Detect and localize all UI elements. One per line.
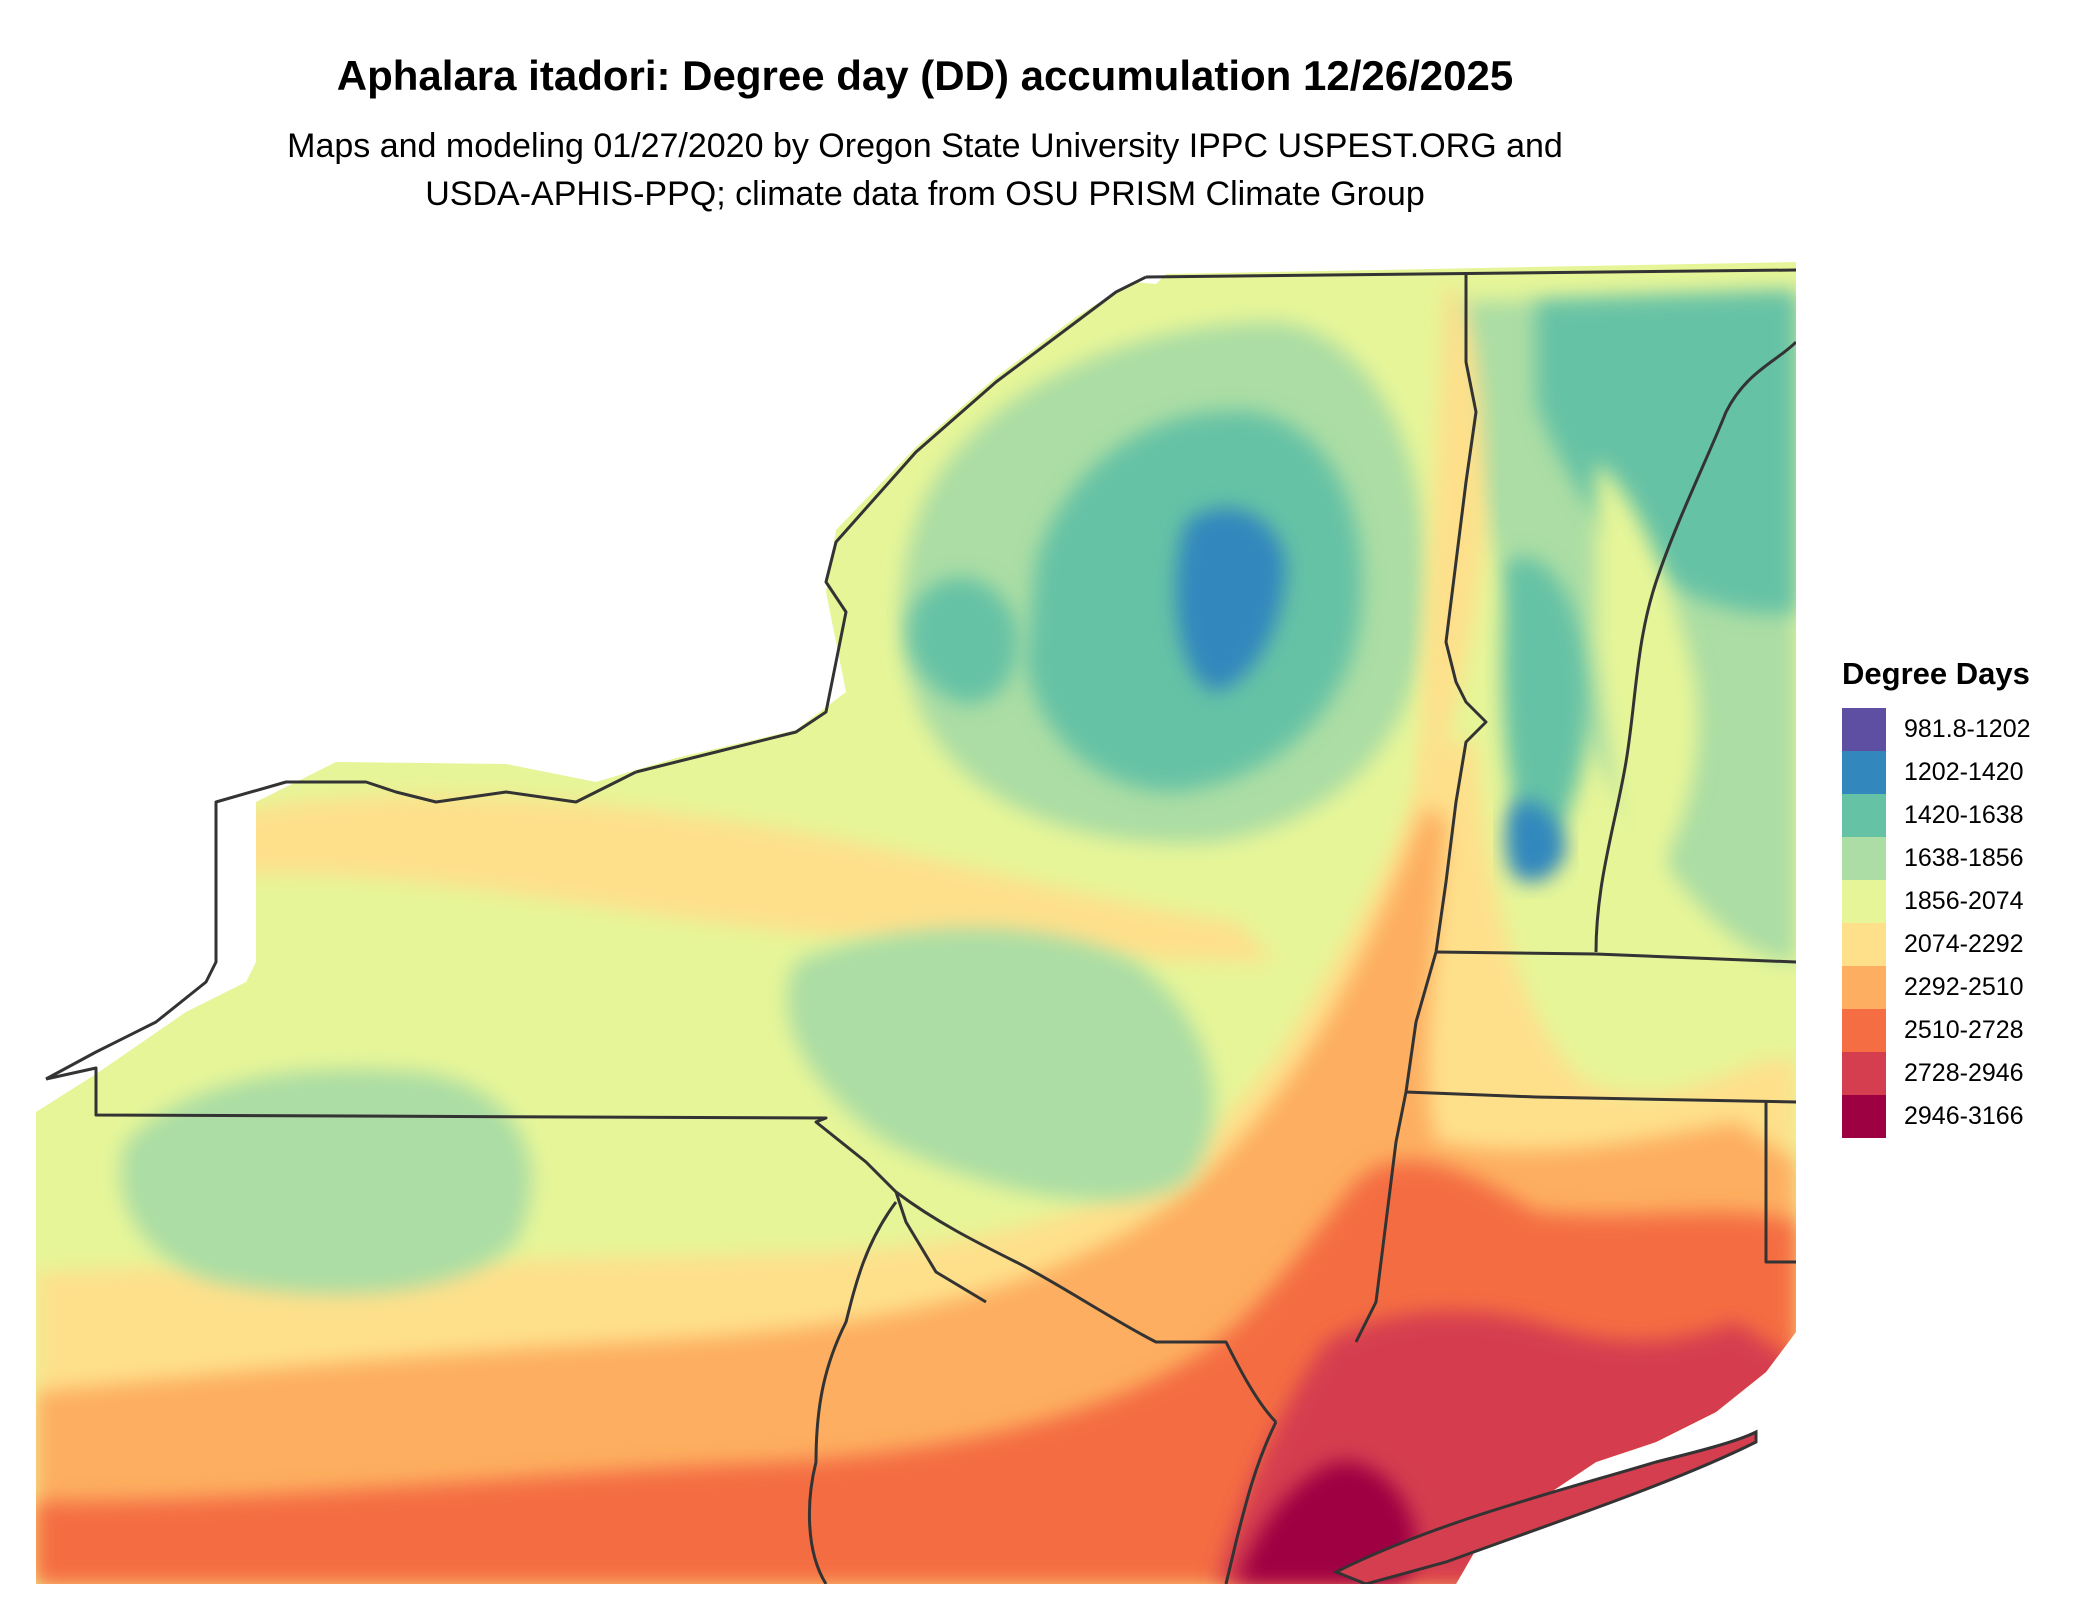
legend-swatch <box>1842 923 1886 966</box>
ny-pa-border <box>45 1066 987 1304</box>
map-subtitle: Maps and modeling 01/27/2020 by Oregon S… <box>0 122 1850 218</box>
legend-item: 981.8-1202 <box>1842 708 2031 751</box>
legend-label: 981.8-1202 <box>1904 715 2031 743</box>
ny-ma-ct-border <box>1354 951 1438 1343</box>
zone-1202-1420-vermont-peaks <box>1505 800 1566 883</box>
legend-item: 1202-1420 <box>1842 751 2031 794</box>
legend-item: 2510-2728 <box>1842 1009 2031 1052</box>
ny-west-erie-shore <box>45 770 637 1081</box>
zone-1202-1420-high-peaks <box>1176 507 1286 692</box>
legend-swatch <box>1842 837 1886 880</box>
zone-1420-1638-vermont <box>1536 292 1796 614</box>
legend: Degree Days 981.8-1202 1202-1420 1420-1638… <box>1842 656 2031 1138</box>
legend-swatch <box>1842 1095 1886 1138</box>
legend-swatch <box>1842 794 1886 837</box>
vt-nh-border <box>1594 340 1796 953</box>
legend-label: 1856-2074 <box>1904 887 2024 915</box>
legend-label: 2728-2946 <box>1904 1059 2024 1087</box>
state-borders <box>45 268 1796 1584</box>
legend-items: 981.8-1202 1202-1420 1420-1638 1638-1856 185… <box>1842 708 2031 1138</box>
legend-label: 2946-3166 <box>1904 1102 2024 1130</box>
canada-border <box>1145 268 1796 279</box>
ny-ontario-shore <box>635 275 1147 774</box>
legend-item: 2728-2946 <box>1842 1052 2031 1095</box>
legend-swatch <box>1842 708 1886 751</box>
subtitle-line-1: Maps and modeling 01/27/2020 by Oregon S… <box>287 127 1563 165</box>
legend-label: 1638-1856 <box>1904 844 2024 872</box>
legend-swatch <box>1842 880 1886 923</box>
ct-ri-border <box>1764 1102 1796 1264</box>
legend-item: 1638-1856 <box>1842 837 2031 880</box>
zone-2074-2292-champlain-valley <box>1421 282 1486 822</box>
ma-ct-border <box>1405 1090 1796 1104</box>
degree-day-map <box>36 262 1796 1584</box>
ny-vt-border <box>1434 272 1488 953</box>
nj-pa-delaware <box>807 1201 898 1584</box>
legend-item: 2074-2292 <box>1842 923 2031 966</box>
zone-1638-1856-finger-lakes <box>787 928 1214 1201</box>
legend-swatch <box>1842 966 1886 1009</box>
legend-item: 2292-2510 <box>1842 966 2031 1009</box>
legend-title: Degree Days <box>1842 656 2030 691</box>
legend-label: 1202-1420 <box>1904 758 2024 786</box>
long-island <box>1332 1429 1758 1584</box>
ma-north-border <box>1435 950 1796 964</box>
zone-1638-1856-southern-tier <box>120 1069 532 1294</box>
zone-1420-1638-central-vermont <box>1502 556 1589 862</box>
legend-label: 2074-2292 <box>1904 930 2024 958</box>
legend-swatch <box>1842 1052 1886 1095</box>
legend-item: 1420-1638 <box>1842 794 2031 837</box>
legend-item: 1856-2074 <box>1842 880 2031 923</box>
ny-nj-border <box>895 1190 1278 1424</box>
zone-2946-3166-nyc <box>1236 1461 1416 1584</box>
zone-1420-1638-tug-hill <box>908 577 1018 704</box>
legend-label: 2510-2728 <box>1904 1016 2024 1044</box>
legend-label: 1420-1638 <box>1904 801 2024 829</box>
legend-swatch <box>1842 1009 1886 1052</box>
subtitle-line-2: USDA-APHIS-PPQ; climate data from OSU PR… <box>425 175 1425 213</box>
zone-2074-2292-lake-ontario <box>196 795 1276 962</box>
legend-swatch <box>1842 751 1886 794</box>
map-title: Aphalara itadori: Degree day (DD) accumu… <box>336 52 1514 99</box>
legend-item: 2946-3166 <box>1842 1095 2031 1138</box>
nj-coast <box>1224 1421 1278 1584</box>
legend-label: 2292-2510 <box>1904 973 2024 1001</box>
